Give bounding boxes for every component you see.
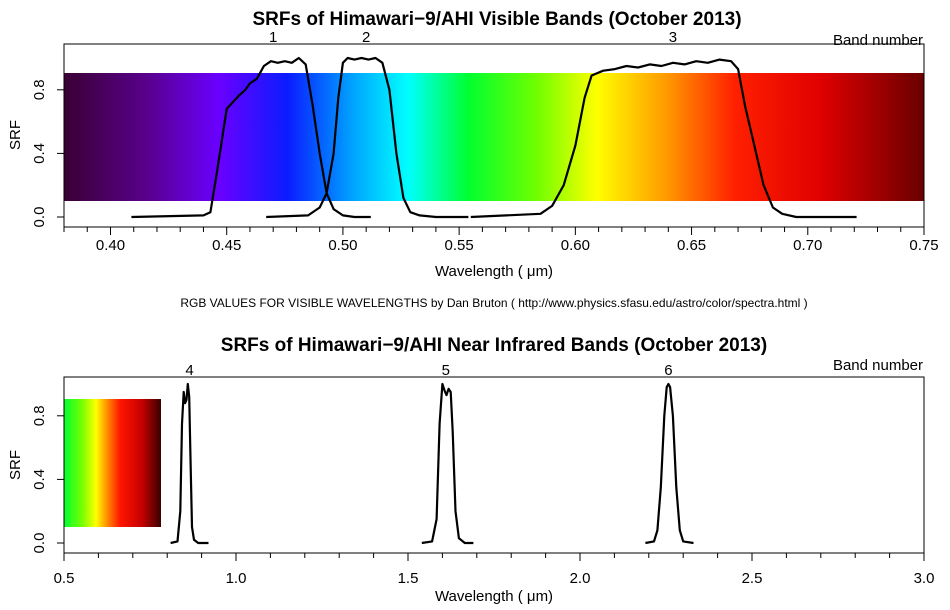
visible-band-2-label: 2 bbox=[362, 29, 370, 46]
visible-x-tick-label: 0.60 bbox=[561, 237, 590, 254]
nir-x-axis: 0.5 1.0 1.5 2.0 2.5 3.0 bbox=[54, 553, 935, 587]
visible-y-axis: 0.0 0.4 0.8 bbox=[31, 79, 64, 227]
visible-x-tick-label: 0.75 bbox=[909, 237, 938, 254]
nir-y-axis: 0.0 0.4 0.8 bbox=[31, 405, 64, 553]
visible-x-tick-label: 0.50 bbox=[328, 237, 357, 254]
nir-x-tick-label: 1.5 bbox=[398, 570, 419, 587]
nir-band-5-line bbox=[421, 382, 474, 545]
visible-chart-title: SRFs of Himawari−9/AHI Visible Bands (Oc… bbox=[252, 9, 741, 30]
visible-band-3-label: 3 bbox=[669, 29, 677, 46]
nir-x-tick-label: 2.0 bbox=[570, 570, 591, 587]
nir-band-number-label: Band number bbox=[833, 357, 923, 374]
nir-spectrum-bar bbox=[64, 399, 161, 527]
visible-band-number-label: Band number bbox=[833, 32, 923, 49]
visible-x-axis-label: Wavelength ( μm) bbox=[435, 263, 553, 280]
visible-band-1-line bbox=[131, 56, 371, 219]
nir-y-axis-label: SRF bbox=[7, 450, 24, 480]
visible-y-tick-label: 0.0 bbox=[31, 207, 48, 228]
nir-y-tick-label: 0.0 bbox=[31, 533, 48, 554]
nir-x-tick-label: 0.5 bbox=[54, 570, 75, 587]
visible-x-tick-label: 0.40 bbox=[96, 237, 125, 254]
nir-band-5-label: 5 bbox=[442, 362, 450, 379]
nir-panel: SRFs of Himawari−9/AHI Near Infrared Ban… bbox=[7, 335, 934, 605]
visible-panel: SRFs of Himawari−9/AHI Visible Bands (Oc… bbox=[7, 9, 939, 280]
visible-x-tick-label: 0.45 bbox=[212, 237, 241, 254]
nir-x-axis-label: Wavelength ( μm) bbox=[435, 588, 553, 605]
nir-plot-frame bbox=[63, 376, 925, 554]
visible-x-tick-label: 0.55 bbox=[445, 237, 474, 254]
visible-y-tick-label: 0.4 bbox=[31, 143, 48, 164]
visible-y-tick-label: 0.8 bbox=[31, 79, 48, 100]
visible-x-tick-label: 0.70 bbox=[793, 237, 822, 254]
visible-x-axis: 0.40 0.45 0.50 0.55 0.60 0.65 0.70 0.75 bbox=[63, 227, 939, 254]
nir-band-4-label: 4 bbox=[185, 362, 193, 379]
nir-band-6-label: 6 bbox=[664, 362, 672, 379]
visible-spectrum-bar bbox=[64, 73, 924, 201]
nir-x-tick-label: 2.5 bbox=[742, 570, 763, 587]
nir-band-6-line bbox=[645, 382, 694, 545]
visible-series: 1 2 3 bbox=[131, 29, 857, 219]
visible-plot-frame bbox=[63, 43, 925, 228]
visible-band-1-label: 1 bbox=[269, 29, 277, 46]
nir-chart-title: SRFs of Himawari−9/AHI Near Infrared Ban… bbox=[221, 335, 767, 356]
nir-band-4-line bbox=[170, 382, 209, 545]
nir-y-tick-label: 0.8 bbox=[31, 405, 48, 426]
visible-y-axis-label: SRF bbox=[7, 120, 24, 150]
nir-x-tick-label: 1.0 bbox=[226, 570, 247, 587]
visible-band-3-line bbox=[470, 58, 857, 219]
visible-x-tick-label: 0.65 bbox=[677, 237, 706, 254]
visible-band-2-line bbox=[266, 56, 469, 219]
nir-series: 4 5 6 bbox=[170, 362, 694, 545]
nir-x-tick-label: 3.0 bbox=[914, 570, 935, 587]
nir-y-tick-label: 0.4 bbox=[31, 469, 48, 490]
color-credit-text: RGB VALUES FOR VISIBLE WAVELENGTHS by Da… bbox=[180, 296, 807, 310]
